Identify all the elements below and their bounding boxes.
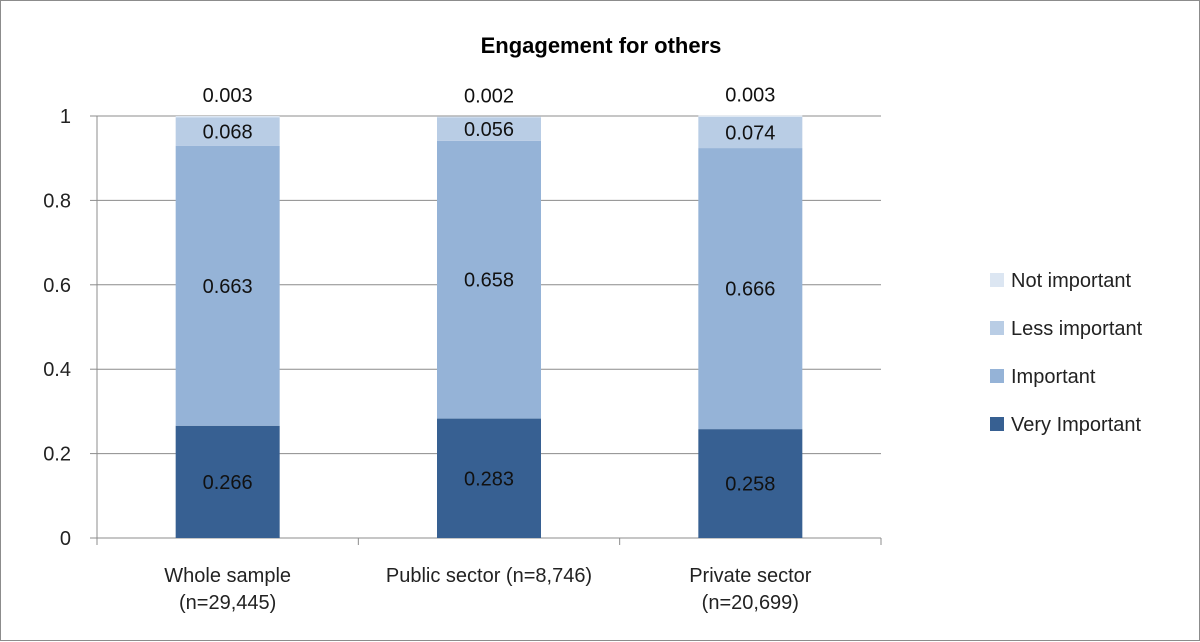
y-tick-label: 0.2 bbox=[43, 444, 71, 466]
bar-segment-very-important bbox=[175, 425, 280, 538]
data-label: 0.283 bbox=[464, 468, 514, 490]
legend-swatch bbox=[990, 273, 1004, 287]
axes: 0 0.2 0.4 0.6 0.8 1 Whole sample (n=29,445) Publ… bbox=[43, 106, 882, 614]
y-tick-label: 0.8 bbox=[43, 190, 71, 212]
y-tick-label: 0 bbox=[60, 528, 71, 550]
data-label: 0.003 bbox=[203, 85, 253, 107]
x-category-label: (n=20,699) bbox=[702, 592, 799, 614]
y-tick-label: 0.4 bbox=[43, 359, 71, 381]
legend-label: Important bbox=[1011, 366, 1096, 388]
legend: Not important Less important Important Very… bbox=[990, 270, 1143, 436]
bar-segment-very-important bbox=[698, 429, 803, 538]
x-category-label: Whole sample bbox=[164, 565, 291, 587]
bar-segment-not-important bbox=[437, 116, 541, 118]
data-label: 0.074 bbox=[725, 122, 775, 144]
legend-swatch bbox=[990, 369, 1004, 383]
legend-label: Very Important bbox=[1011, 414, 1142, 436]
data-label: 0.068 bbox=[203, 122, 253, 144]
bars bbox=[175, 115, 803, 538]
y-tick-label: 1 bbox=[60, 106, 71, 128]
x-category-label: Private sector bbox=[689, 565, 812, 587]
data-label: 0.658 bbox=[464, 270, 514, 292]
data-label: 0.663 bbox=[203, 276, 253, 298]
legend-label: Less important bbox=[1011, 318, 1143, 340]
legend-swatch bbox=[990, 417, 1004, 431]
data-label: 0.056 bbox=[464, 119, 514, 141]
data-labels: 0.266 0.663 0.068 0.003 0.283 0.658 0.056 0.002… bbox=[203, 85, 776, 496]
x-category-label: Public sector (n=8,746) bbox=[386, 565, 592, 587]
legend-label: Not important bbox=[1011, 270, 1131, 292]
bar-segment-important bbox=[437, 140, 541, 419]
bar-segment-not-important bbox=[698, 115, 803, 117]
data-label: 0.266 bbox=[203, 472, 253, 494]
data-label: 0.258 bbox=[725, 474, 775, 496]
bar-segment-less-important bbox=[698, 116, 803, 149]
bar-segment-not-important bbox=[175, 116, 280, 118]
chart-title: Engagement for others bbox=[481, 33, 722, 58]
data-label: 0.002 bbox=[464, 85, 514, 107]
bar-segment-important bbox=[175, 145, 280, 426]
bar-segment-important bbox=[698, 148, 803, 430]
bar-segment-less-important bbox=[175, 117, 280, 146]
x-category-label: (n=29,445) bbox=[179, 592, 276, 614]
data-label: 0.003 bbox=[725, 85, 775, 107]
bar-segment-very-important bbox=[437, 418, 541, 538]
y-tick-label: 0.6 bbox=[43, 275, 71, 297]
bar-segment-less-important bbox=[437, 117, 541, 141]
data-label: 0.666 bbox=[725, 279, 775, 301]
legend-swatch bbox=[990, 321, 1004, 335]
